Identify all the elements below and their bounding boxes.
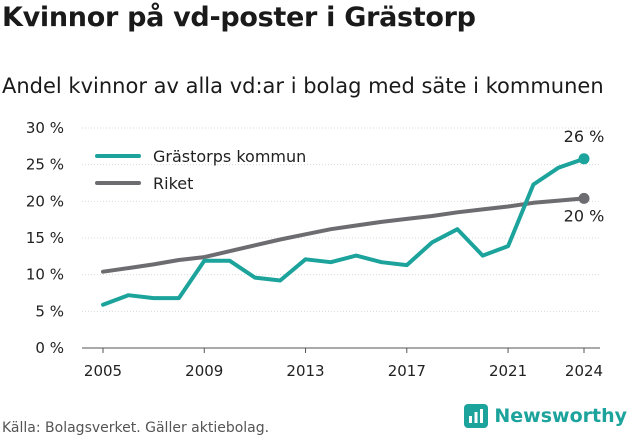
- y-tick-label: 25 %: [26, 156, 64, 174]
- y-tick-label: 20 %: [26, 192, 64, 210]
- brand-logo: Newsworthy: [464, 404, 627, 428]
- legend-label: Riket: [153, 174, 193, 193]
- end-point-riket: [578, 192, 590, 204]
- y-tick-label: 15 %: [26, 229, 64, 247]
- x-tick-label: 2017: [388, 362, 426, 380]
- x-tick-label: 2021: [489, 362, 527, 380]
- x-tick-label: 2013: [286, 362, 324, 380]
- chart-subtitle: Andel kvinnor av alla vd:ar i bolag med …: [2, 74, 604, 98]
- chart-title: Kvinnor på vd-poster i Grästorp: [2, 2, 476, 33]
- series-line-riket: [101, 196, 586, 274]
- y-tick-label: 5 %: [35, 302, 64, 320]
- x-tick-label: 2024: [565, 362, 603, 380]
- series-line-grastorp: [101, 156, 586, 307]
- legend-label: Grästorps kommun: [153, 147, 306, 166]
- y-tick-label: 30 %: [26, 119, 64, 137]
- y-tick-label: 10 %: [26, 266, 64, 284]
- end-point-grastorp: [578, 153, 590, 165]
- line-chart: 0 % 5 % 10 % 15 % 20 % 25 % 30 % 2005 2009 2013 2…: [26, 119, 605, 380]
- source-note: Källa: Bolagsverket. Gäller aktiebolag.: [2, 420, 270, 436]
- brand-name: Newsworthy: [494, 405, 627, 427]
- x-tick-label: 2009: [185, 362, 223, 380]
- end-label-riket: 20 %: [564, 206, 605, 225]
- x-tick-label: 2005: [84, 362, 122, 380]
- newsworthy-logo-icon: [464, 404, 489, 428]
- end-label-grastorp: 26 %: [564, 127, 605, 146]
- y-tick-label: 0 %: [35, 339, 64, 357]
